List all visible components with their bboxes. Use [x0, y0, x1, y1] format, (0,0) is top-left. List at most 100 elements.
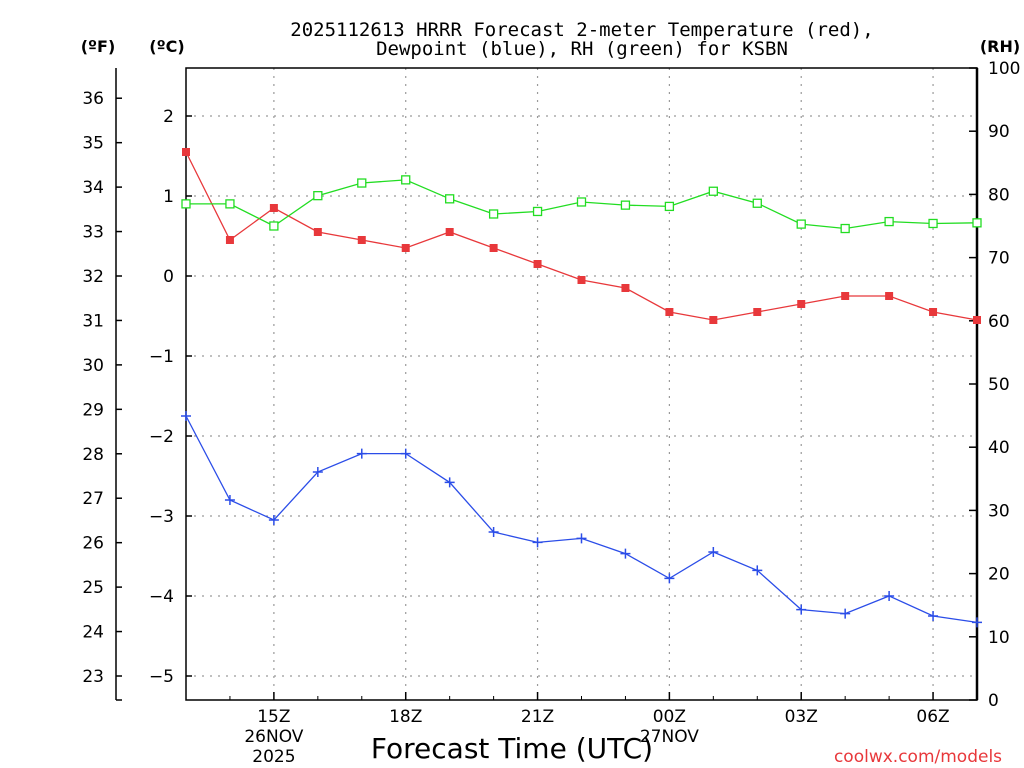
rh-point [269, 221, 279, 231]
temperature-point [797, 300, 806, 308]
series [181, 148, 982, 628]
temperature-point [709, 316, 718, 324]
dewpoint-point [488, 527, 499, 537]
fahrenheit-tick-label: 24 [82, 623, 104, 643]
rh-tick-label: 70 [988, 249, 1010, 269]
dewpoint-point [928, 611, 939, 621]
temperature-point [357, 236, 366, 244]
temperature-point [973, 316, 981, 324]
rh-point [445, 194, 455, 204]
rh-tick-label: 80 [988, 185, 1010, 205]
rh-point [576, 197, 587, 207]
temperature-point [182, 148, 190, 156]
dewpoint-point [752, 565, 763, 576]
rh-point [313, 191, 323, 201]
chart-title-line-1: 2025112613 HRRR Forecast 2-meter Tempera… [290, 19, 873, 41]
x-tick-date-label: 26NOV [244, 727, 303, 747]
dewpoint-point [796, 604, 807, 615]
temperature-point [401, 244, 410, 252]
temperature-point [489, 244, 498, 252]
dewpoint-point [840, 608, 851, 619]
celsius-tick-label: −4 [149, 587, 174, 607]
x-tick-year-label: 2025 [252, 747, 295, 767]
rh-tick-label: 30 [988, 501, 1010, 521]
celsius-tick-label: −1 [149, 347, 174, 367]
fahrenheit-tick-label: 26 [82, 534, 104, 554]
x-tick-label: 00Z [653, 707, 686, 727]
x-tick-label: 21Z [521, 707, 554, 727]
rh-point [401, 175, 411, 185]
rh-tick-label: 90 [988, 122, 1010, 142]
celsius-tick-label: 0 [163, 267, 174, 287]
temperature-point [665, 308, 674, 316]
rh-tick-label: 50 [988, 375, 1010, 395]
fahrenheit-tick-label: 32 [82, 267, 104, 287]
plot-frame [185, 67, 978, 701]
dewpoint-point [356, 448, 367, 459]
rh-unit-label: (RH) [980, 37, 1020, 56]
fahrenheit-tick-label: 30 [82, 356, 104, 376]
rh-point [928, 218, 938, 229]
fahrenheit-tick-label: 35 [82, 134, 104, 154]
fahrenheit-tick-label: 23 [82, 667, 104, 687]
dewpoint-point [664, 573, 675, 584]
temperature-point [533, 260, 542, 268]
rh-tick-label: 100 [988, 59, 1020, 79]
fahrenheit-tick-label: 31 [82, 311, 104, 331]
celsius-unit-label: (ºC) [149, 37, 184, 56]
x-tick-date-label: 27NOV [640, 727, 699, 747]
rh-point [972, 218, 982, 228]
celsius-tick-label: −2 [149, 427, 174, 447]
temperature-point [269, 204, 278, 212]
temperature-point [313, 228, 322, 236]
dewpoint-point [576, 533, 587, 544]
celsius-tick-label: −3 [149, 507, 174, 527]
temperature-point [621, 284, 630, 292]
fahrenheit-tick-label: 29 [82, 400, 104, 420]
rh-point [488, 209, 499, 219]
temperature-point [885, 292, 894, 300]
rh-point [708, 186, 718, 196]
rh-point [225, 199, 235, 209]
temperature-point [225, 236, 234, 244]
axes: 3635343332313029282726252423210−1−2−3−4−… [82, 59, 1020, 767]
rh-point [357, 178, 367, 188]
fahrenheit-tick-label: 33 [82, 223, 104, 243]
celsius-tick-label: −5 [149, 667, 174, 687]
dewpoint-series-line [185, 415, 978, 624]
chart-title-line-2: Dewpoint (blue), RH (green) for KSBN [376, 38, 788, 60]
temperature-point [445, 228, 454, 236]
fahrenheit-unit-label: (ºF) [81, 37, 116, 56]
temperature-point [929, 308, 938, 316]
fahrenheit-tick-label: 25 [82, 578, 104, 598]
rh-point [181, 199, 191, 209]
x-axis-label: Forecast Time (UTC) [371, 732, 653, 765]
temperature-point [841, 292, 850, 300]
dewpoint-point [268, 515, 279, 525]
dewpoint-point [620, 548, 631, 559]
rh-point [664, 201, 675, 212]
dewpoint-point [312, 467, 323, 477]
x-tick-label: 15Z [257, 707, 290, 727]
dewpoint-point [708, 547, 719, 557]
dewpoint-point [400, 448, 411, 459]
rh-point [884, 216, 894, 227]
x-tick-label: 06Z [916, 707, 949, 727]
rh-tick-label: 40 [988, 438, 1010, 458]
rh-point [752, 198, 762, 208]
dewpoint-point [444, 477, 455, 488]
celsius-tick-label: 2 [163, 107, 174, 127]
fahrenheit-tick-label: 27 [82, 489, 104, 509]
rh-point [840, 223, 850, 234]
rh-point [620, 200, 631, 210]
rh-point [532, 206, 543, 217]
rh-tick-label: 60 [988, 312, 1010, 332]
fahrenheit-tick-label: 28 [82, 445, 104, 465]
x-tick-label: 03Z [785, 707, 818, 727]
dewpoint-point [181, 411, 191, 421]
watermark: coolwx.com/models [834, 747, 1002, 767]
rh-tick-label: 0 [988, 691, 999, 711]
rh-point [796, 219, 806, 229]
rh-tick-label: 20 [988, 565, 1010, 585]
